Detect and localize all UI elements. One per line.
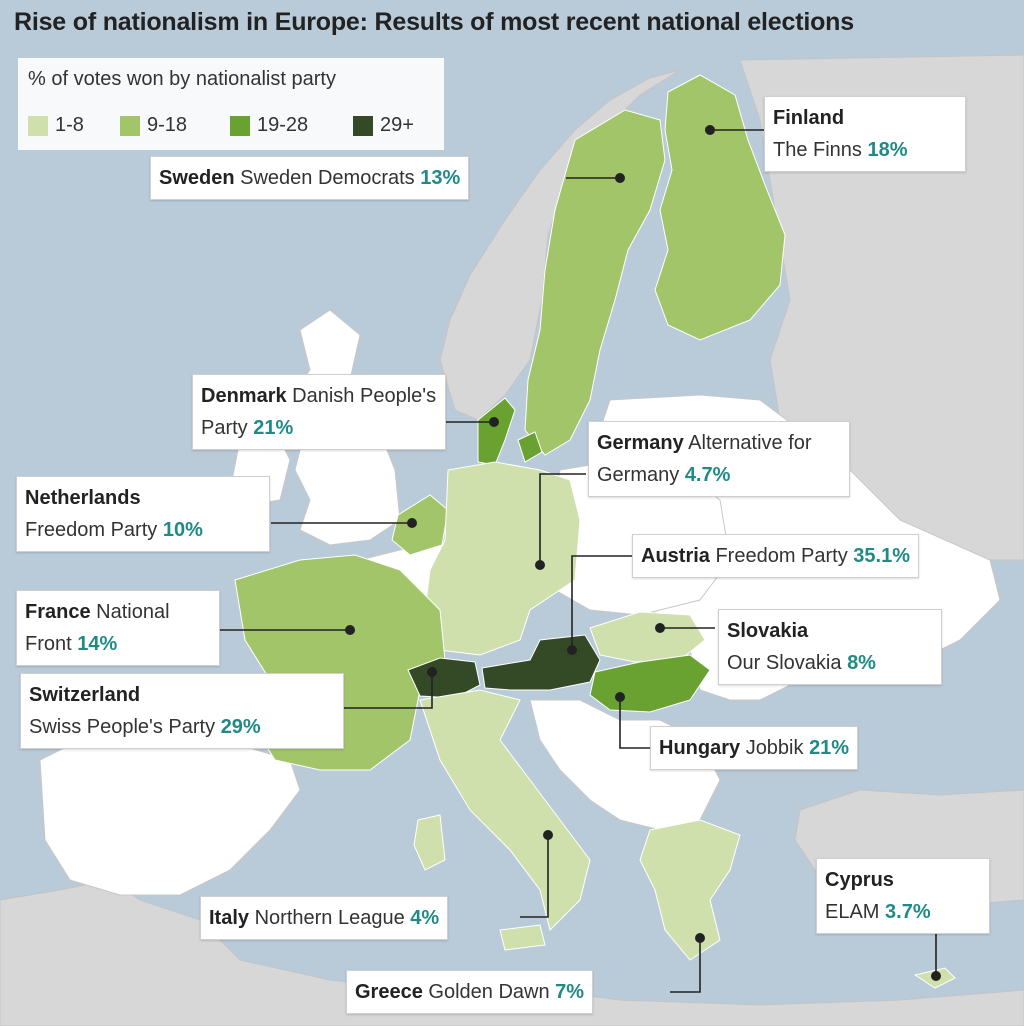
- greece-dot: [695, 933, 705, 943]
- party-name: ELAM: [825, 901, 880, 923]
- denmark-islands-shape: [517, 431, 543, 463]
- cyprus-dot: [931, 971, 941, 981]
- austria-leader: [571, 555, 632, 650]
- hungary-dot: [615, 692, 625, 702]
- switzerland-shape: [407, 657, 481, 699]
- legend: % of votes won by nationalist party 1-8 …: [18, 58, 444, 150]
- percent-value: 10%: [162, 519, 203, 541]
- country-name: Germany: [597, 432, 684, 454]
- sweden-dot: [615, 173, 625, 183]
- denmark-dot: [489, 417, 499, 427]
- finland-dot: [705, 125, 715, 135]
- percent-value: 18%: [867, 139, 908, 161]
- italy-dot: [543, 830, 553, 840]
- country-name: Austria: [641, 545, 710, 567]
- denmark-shape: [477, 397, 516, 466]
- legend-title: % of votes won by nationalist party: [28, 68, 336, 90]
- callout-slovakia: Slovakia Our Slovakia 8%: [718, 609, 942, 685]
- callout-cyprus: Cyprus ELAM 3.7%: [816, 858, 990, 934]
- legend-swatch: [353, 116, 373, 136]
- slovakia-shape: [589, 611, 706, 663]
- country-name: Denmark: [201, 385, 287, 407]
- netherlands-dot: [407, 518, 417, 528]
- country-name: Finland: [773, 107, 845, 129]
- callout-sweden: Sweden Sweden Democrats 13%: [150, 156, 470, 200]
- percent-value: 21%: [809, 737, 850, 759]
- callout-switzerland: Switzerland Swiss People's Party 29%: [20, 673, 344, 749]
- legend-swatch: [28, 116, 48, 136]
- percent-value: 4%: [410, 907, 440, 929]
- percent-value: 35.1%: [853, 545, 911, 567]
- country-name: Italy: [209, 907, 250, 929]
- country-name: Switzerland: [29, 684, 141, 706]
- slovakia-dot: [655, 623, 665, 633]
- percent-value: 21%: [253, 417, 294, 439]
- party-name: Our Slovakia: [727, 652, 842, 674]
- country-name: Greece: [355, 981, 423, 1003]
- party-name: The Finns: [773, 139, 862, 161]
- legend-label: 9-18: [147, 114, 188, 136]
- country-name: Slovakia: [727, 620, 809, 642]
- percent-value: 4.7%: [684, 464, 731, 486]
- legend-label: 29+: [380, 114, 414, 136]
- callout-denmark: Denmark Danish People's Party 21%: [192, 374, 446, 450]
- country-name: France: [25, 601, 91, 623]
- austria-dot: [567, 645, 577, 655]
- chart-title: Rise of nationalism in Europe: Results o…: [14, 8, 854, 36]
- switzerland-dot: [427, 667, 437, 677]
- party-name: Danish People's Party: [201, 385, 437, 439]
- switzerland-leader: [343, 672, 433, 709]
- callout-germany: Germany Alternative for Germany 4.7%: [588, 421, 850, 497]
- norway-land: [439, 69, 681, 421]
- legend-swatch: [230, 116, 250, 136]
- sicily-shape: [499, 924, 546, 951]
- party-name: Golden Dawn: [428, 981, 550, 1003]
- country-name: Hungary: [659, 737, 741, 759]
- legend-label: 1-8: [55, 114, 84, 136]
- leader-lines: [220, 129, 937, 993]
- country-name: Netherlands: [25, 487, 141, 509]
- leader-dots: [345, 125, 941, 981]
- legend-swatch: [120, 116, 140, 136]
- callout-finland: Finland The Finns 18%: [764, 96, 966, 172]
- percent-value: 8%: [847, 652, 876, 674]
- callout-greece: Greece Golden Dawn 7%: [346, 970, 594, 1014]
- party-name: Jobbik: [745, 737, 804, 759]
- france-dot: [345, 625, 355, 635]
- party-name: Swiss People's Party: [29, 716, 216, 738]
- callout-netherlands: Netherlands Freedom Party 10%: [16, 476, 270, 552]
- sweden-shape: [524, 109, 666, 456]
- greece-shape: [639, 819, 741, 961]
- percent-value: 14%: [77, 633, 118, 655]
- percent-value: 13%: [420, 167, 461, 189]
- percent-value: 3.7%: [885, 901, 931, 923]
- callout-italy: Italy Northern League 4%: [200, 896, 449, 940]
- party-name: Freedom Party: [25, 519, 158, 541]
- party-name: National Front: [25, 601, 170, 655]
- legend-label: 19-28: [257, 114, 309, 136]
- germany-shape: [424, 461, 581, 656]
- party-name: Northern League: [254, 907, 405, 929]
- germany-dot: [535, 560, 545, 570]
- party-name: Freedom Party: [715, 545, 848, 567]
- party-name: Sweden Democrats: [240, 167, 415, 189]
- percent-value: 29%: [220, 716, 261, 738]
- country-name: Cyprus: [825, 869, 894, 891]
- italy-leader: [520, 835, 549, 918]
- greece-leader: [670, 938, 701, 993]
- percent-value: 7%: [555, 981, 585, 1003]
- finland-shape: [654, 74, 786, 341]
- germany-leader: [539, 473, 586, 565]
- sardinia-shape: [413, 814, 446, 871]
- party-name: Alternative for Germany: [597, 432, 812, 486]
- hungary-leader: [619, 697, 650, 749]
- callout-france: France National Front 14%: [16, 590, 220, 666]
- callout-austria: Austria Freedom Party 35.1%: [632, 534, 920, 578]
- callout-hungary: Hungary Jobbik 21%: [650, 726, 859, 770]
- country-name: Sweden: [159, 167, 235, 189]
